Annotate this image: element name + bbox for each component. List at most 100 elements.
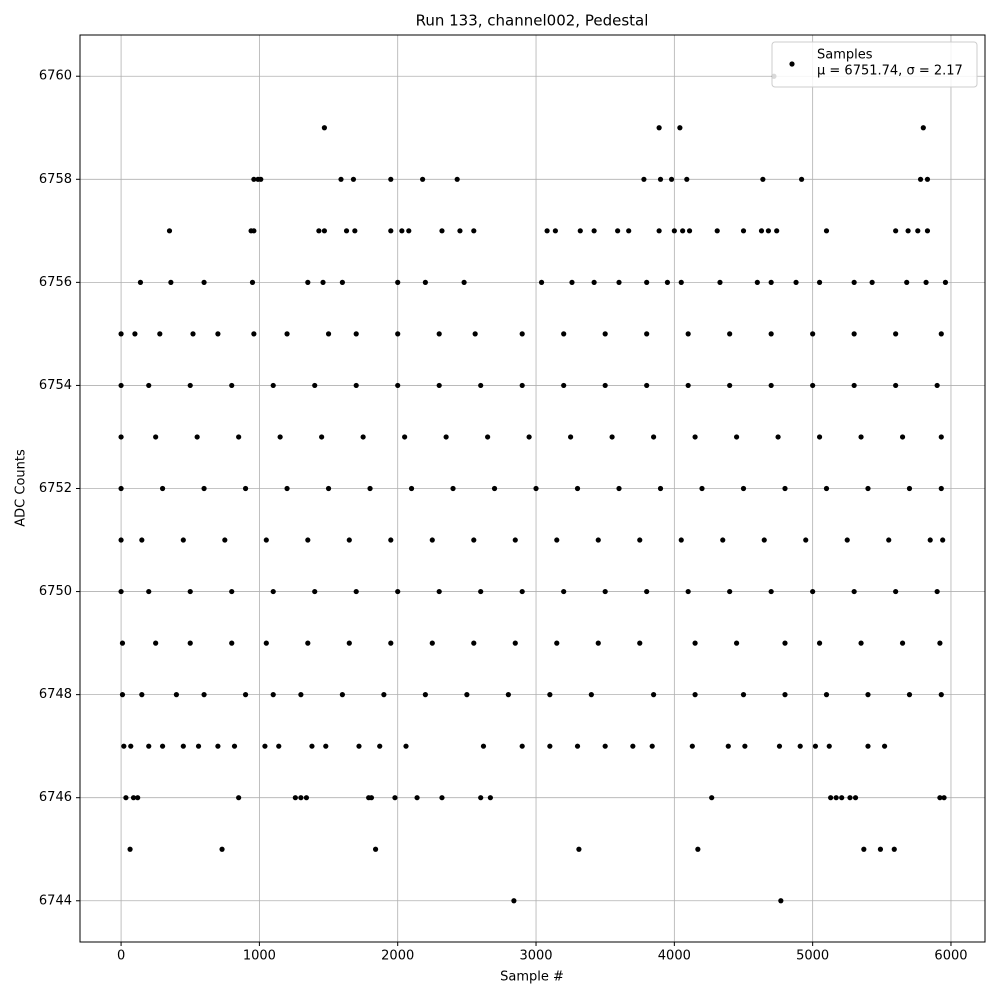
point <box>554 537 560 543</box>
point <box>487 795 493 801</box>
point <box>166 228 173 234</box>
point <box>899 640 906 646</box>
point <box>471 640 477 646</box>
point <box>816 434 823 440</box>
point <box>146 588 152 595</box>
point <box>231 743 238 749</box>
point <box>388 640 394 646</box>
point <box>692 640 698 646</box>
point <box>823 485 830 492</box>
x-tick-label: 6000 <box>934 949 967 964</box>
point <box>891 846 897 852</box>
point <box>588 692 594 698</box>
point <box>485 434 491 440</box>
x-tick-label: 3000 <box>519 949 552 964</box>
point <box>816 279 823 285</box>
point <box>505 692 511 698</box>
point <box>833 795 839 801</box>
point <box>519 331 525 337</box>
point <box>881 743 888 749</box>
y-tick-label: 6744 <box>39 893 72 908</box>
point <box>190 331 196 337</box>
y-tick-label: 6760 <box>39 69 72 84</box>
point <box>321 125 328 131</box>
point <box>395 382 401 389</box>
point <box>709 795 715 801</box>
point <box>298 692 304 698</box>
point <box>392 795 398 801</box>
point <box>367 485 373 492</box>
point <box>406 228 412 234</box>
point <box>602 743 608 749</box>
point <box>436 382 442 389</box>
point <box>938 434 944 440</box>
point <box>491 485 498 492</box>
point <box>650 434 657 440</box>
point <box>159 743 166 749</box>
point <box>219 846 225 852</box>
y-tick-label: 6750 <box>39 584 72 599</box>
point <box>678 279 684 285</box>
y-axis-label: ADC Counts <box>14 449 29 527</box>
chart-title: Run 133, channel002, Pedestal <box>416 12 649 30</box>
point <box>263 640 269 646</box>
point <box>591 279 597 285</box>
point <box>858 640 864 646</box>
point <box>173 692 180 698</box>
point <box>399 228 405 234</box>
point <box>852 795 859 801</box>
point <box>554 640 560 646</box>
point <box>422 692 428 698</box>
point <box>591 228 597 234</box>
point <box>803 537 809 543</box>
point <box>641 176 647 182</box>
point <box>893 228 899 234</box>
point <box>899 434 906 440</box>
x-tick-label: 0 <box>117 949 125 964</box>
point <box>526 434 532 440</box>
point <box>649 743 655 749</box>
point <box>132 331 138 337</box>
point <box>519 743 525 749</box>
point <box>187 640 193 646</box>
point <box>478 795 484 801</box>
point <box>828 795 834 801</box>
point <box>277 434 283 440</box>
point <box>937 795 943 801</box>
point <box>298 795 304 801</box>
point <box>478 382 484 389</box>
point <box>353 331 359 337</box>
point <box>471 537 477 543</box>
point <box>118 588 124 595</box>
point <box>153 640 159 646</box>
point <box>671 228 677 234</box>
point <box>284 331 290 337</box>
point <box>685 382 691 389</box>
y-tick-label: 6758 <box>39 172 72 187</box>
point <box>923 279 929 285</box>
point <box>439 228 445 234</box>
point <box>309 743 315 749</box>
point <box>187 382 193 389</box>
x-tick-label: 5000 <box>796 949 829 964</box>
point <box>414 795 420 801</box>
point <box>637 640 643 646</box>
point <box>877 846 884 852</box>
point <box>761 537 767 543</box>
point <box>270 588 276 595</box>
point <box>215 743 221 749</box>
point <box>851 588 857 595</box>
point <box>139 692 145 698</box>
point <box>118 434 124 440</box>
point <box>512 640 518 646</box>
point <box>450 485 456 492</box>
point <box>180 537 186 543</box>
point <box>320 279 326 285</box>
point <box>353 382 359 389</box>
point <box>568 434 574 440</box>
point <box>865 743 871 749</box>
point <box>119 692 126 698</box>
point <box>574 485 581 492</box>
point <box>869 279 875 285</box>
point <box>350 176 357 182</box>
